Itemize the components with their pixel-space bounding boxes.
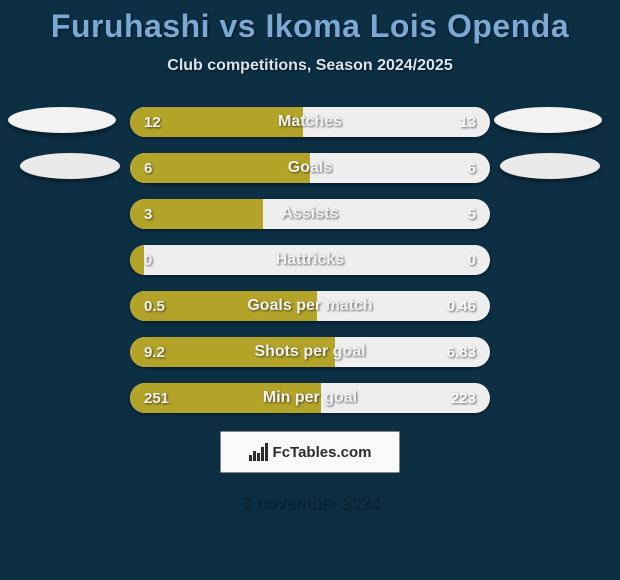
stat-label: Shots per goal [130,337,490,367]
stats-bars: 1213Matches 66Goals 35Assists 00Hattricks 0.… [130,107,490,413]
logo: FcTables.com [249,443,372,461]
page-subtitle: Club competitions, Season 2024/2025 [0,57,620,75]
player2-ellipse-a [494,107,602,133]
stat-row: 9.26.83Shots per goal [130,337,490,367]
stat-row: 00Hattricks [130,245,490,275]
page-title: Furuhashi vs Ikoma Lois Openda [0,0,620,45]
stat-label: Goals [130,153,490,183]
comparison-card: Furuhashi vs Ikoma Lois Openda Club comp… [0,0,620,580]
logo-box: FcTables.com [220,431,400,473]
bar-chart-icon [249,443,269,461]
stat-label: Assists [130,199,490,229]
stat-row: 66Goals [130,153,490,183]
stat-label: Hattricks [130,245,490,275]
player1-ellipse-b [20,153,120,179]
stat-label: Goals per match [130,291,490,321]
stat-label: Min per goal [130,383,490,413]
stat-label: Matches [130,107,490,137]
stat-row: 251223Min per goal [130,383,490,413]
logo-text: FcTables.com [273,444,372,461]
footer-date: 5 november 2024 [0,493,620,513]
stat-row: 1213Matches [130,107,490,137]
player2-ellipse-b [500,153,600,179]
player1-ellipse-a [8,107,116,133]
stat-row: 0.50.46Goals per match [130,291,490,321]
content-area: 1213Matches 66Goals 35Assists 00Hattricks 0.… [0,107,620,513]
stat-row: 35Assists [130,199,490,229]
